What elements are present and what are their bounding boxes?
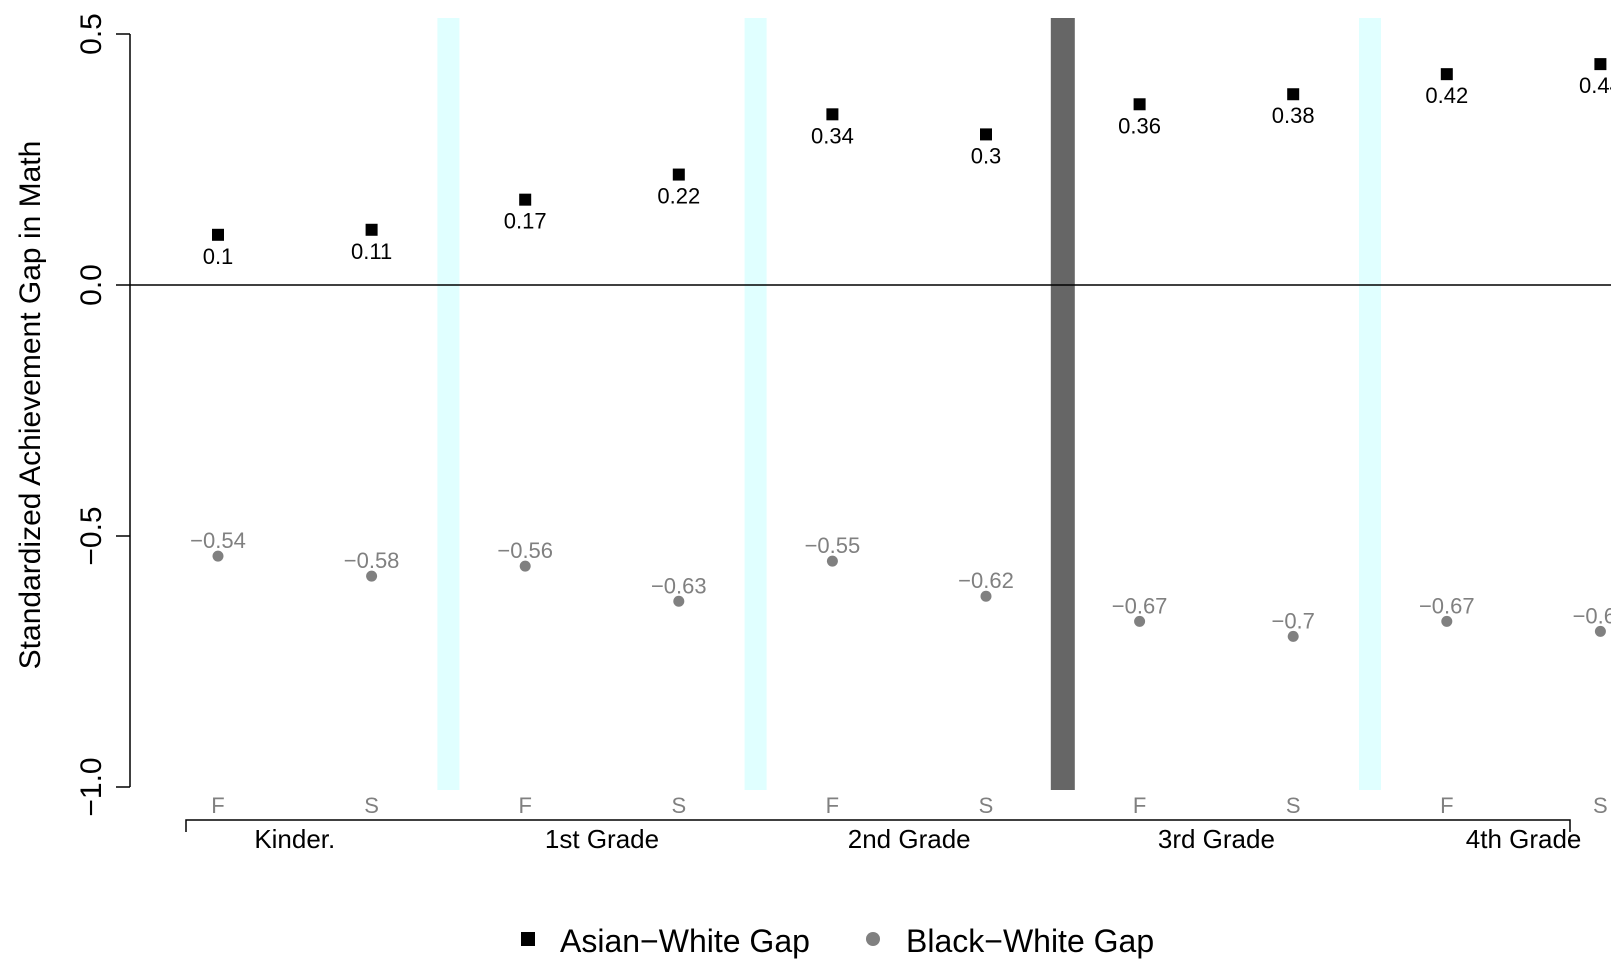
x-tick-label-s: S: [671, 793, 686, 818]
black-white-point: [519, 560, 531, 572]
y-tick-label: 0.0: [75, 264, 108, 306]
grade-label: 1st Grade: [545, 824, 659, 854]
x-tick-label-f: F: [211, 793, 224, 818]
separator-band-1: [744, 18, 767, 790]
x-tick-label-f: F: [1133, 793, 1146, 818]
asian-white-point: [1287, 88, 1300, 101]
asian-white-value-label: 0.36: [1118, 113, 1161, 138]
asian-white-point: [365, 223, 378, 236]
black-white-point: [673, 595, 685, 607]
separator-band-3: [1359, 18, 1381, 790]
black-white-value-label: −0.55: [805, 533, 861, 558]
black-white-value-label: −0.7: [1271, 608, 1314, 633]
asian-white-value-label: 0.22: [657, 184, 700, 209]
black-white-value-label: −0.63: [651, 573, 707, 598]
asian-white-value-label: 0.38: [1272, 103, 1315, 128]
grade-label: 2nd Grade: [848, 824, 971, 854]
y-axis-label: Standardized Achievement Gap in Math: [14, 141, 47, 670]
legend-black-white-label: Black−White Gap: [906, 923, 1154, 959]
black-white-value-label: −0.56: [497, 538, 553, 563]
separator-band-2: [1050, 18, 1075, 790]
black-white-point: [1594, 625, 1606, 637]
separator-band-0: [437, 18, 460, 790]
asian-white-value-label: 0.17: [504, 209, 547, 234]
black-white-point: [366, 570, 378, 582]
grade-separator-bands: [437, 18, 1381, 790]
asian-white-point: [519, 193, 532, 206]
asian-white-point: [826, 108, 839, 121]
x-tick-label-f: F: [518, 793, 531, 818]
legend: Asian−White Gap Black−White Gap: [521, 923, 1154, 959]
asian-white-point: [672, 168, 685, 181]
asian-white-value-label: 0.42: [1425, 83, 1468, 108]
legend-black-white-marker: [866, 932, 880, 946]
x-tick-label-s: S: [1593, 793, 1608, 818]
x-tick-label-s: S: [979, 793, 994, 818]
black-white-point: [826, 555, 838, 567]
x-tick-label-f: F: [826, 793, 839, 818]
black-white-point: [1287, 630, 1299, 642]
black-white-value-label: −0.67: [1112, 593, 1168, 618]
asian-white-value-label: 0.3: [971, 143, 1002, 168]
asian-white-value-label: 0.1: [203, 244, 234, 269]
grade-label: Kinder.: [254, 824, 335, 854]
black-white-value-label: −0.62: [958, 568, 1014, 593]
asian-white-value-label: 0.11: [351, 239, 392, 264]
grade-label: 3rd Grade: [1158, 824, 1275, 854]
asian-white-point: [980, 128, 992, 141]
y-tick-label: 0.5: [75, 13, 108, 55]
asian-white-point: [1440, 68, 1453, 81]
x-tick-label-f: F: [1440, 793, 1453, 818]
black-white-value-label: −0.69: [1573, 603, 1611, 628]
x-axis-bracket: [185, 819, 1571, 832]
y-axis: −1.0 −0.5 0.0 0.5: [75, 13, 131, 817]
grade-label: 4th Grade: [1466, 824, 1582, 854]
y-tick-label: −0.5: [75, 506, 108, 565]
black-white-value-label: −0.58: [344, 548, 400, 573]
asian-white-point: [1133, 98, 1146, 111]
asian-white-point: [1594, 58, 1607, 71]
data-points: 0.10.110.170.220.340.30.360.380.420.440.…: [190, 58, 1611, 642]
legend-asian-white-marker: [521, 932, 535, 946]
black-white-value-label: −0.67: [1419, 593, 1475, 618]
black-white-point: [1441, 615, 1453, 627]
asian-white-value-label: 0.34: [811, 123, 854, 148]
asian-white-value-label: 0.44: [1579, 73, 1611, 98]
black-white-point: [980, 590, 992, 602]
x-tick-label-s: S: [1286, 793, 1301, 818]
x-tick-label-s: S: [364, 793, 379, 818]
asian-white-point: [212, 228, 224, 241]
black-white-point: [212, 550, 224, 562]
black-white-value-label: −0.54: [190, 528, 246, 553]
y-tick-label: −1.0: [75, 757, 108, 816]
legend-asian-white-label: Asian−White Gap: [560, 923, 810, 959]
black-white-point: [1134, 615, 1146, 627]
